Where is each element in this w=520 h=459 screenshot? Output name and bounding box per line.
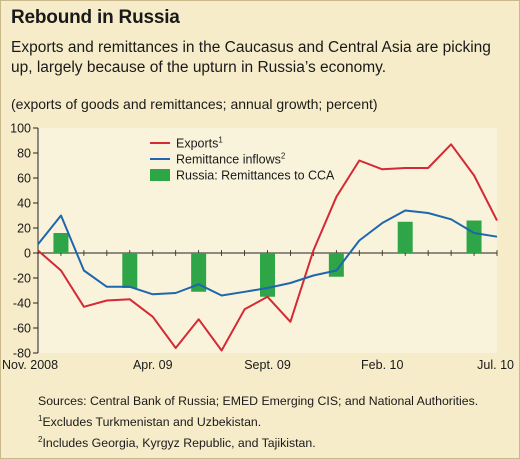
bar-remittances-to-cca xyxy=(191,253,207,292)
legend-label: Russia: Remittances to CCA xyxy=(176,169,335,183)
footnote-1: 1Excludes Turkmenistan and Uzbekistan. xyxy=(38,410,508,431)
x-tick-label: Sept. 09 xyxy=(244,358,291,372)
y-tick-label: -80 xyxy=(13,347,31,361)
y-tick-label: 40 xyxy=(17,197,31,211)
y-tick-label: -20 xyxy=(13,272,31,286)
legend-label: Remittance inflows2 xyxy=(176,152,286,167)
chart-title: Rebound in Russia xyxy=(11,7,180,28)
chart-subtitle: Exports and remittances in the Caucasus … xyxy=(11,39,491,76)
sources-block: Sources: Central Bank of Russia; EMED Em… xyxy=(38,393,508,452)
y-tick-label: -40 xyxy=(13,297,31,311)
footnote-1-text: Excludes Turkmenistan and Uzbekistan. xyxy=(42,415,262,430)
sources-line: Sources: Central Bank of Russia; EMED Em… xyxy=(38,394,479,408)
bar-remittances-to-cca xyxy=(53,233,69,253)
footnote-2: 2Includes Georgia, Kyrgyz Republic, and … xyxy=(38,431,508,452)
bar-remittances-to-cca xyxy=(397,221,413,253)
footnote-2-text: Includes Georgia, Kyrgyz Republic, and T… xyxy=(42,436,316,451)
footnote-2-mark: 2 xyxy=(38,435,43,445)
x-tick-label: Nov. 2008 xyxy=(2,358,58,372)
unit-note: (exports of goods and remittances; annua… xyxy=(11,96,378,112)
y-tick-label: 100 xyxy=(10,122,31,136)
remittance-inflows-line xyxy=(37,209,498,297)
x-tick-label: Jul. 10 xyxy=(477,358,514,372)
bar-remittances-to-cca xyxy=(260,253,275,297)
x-tick-label: Feb. 10 xyxy=(361,358,403,372)
y-tick-label: -60 xyxy=(13,322,31,336)
bar-remittances-to-cca xyxy=(122,253,138,288)
x-tick-label: Apr. 09 xyxy=(133,358,173,372)
y-tick-label: 60 xyxy=(17,172,31,186)
y-tick-label: 80 xyxy=(17,147,31,161)
footnote-1-mark: 1 xyxy=(38,414,43,423)
legend-label: Exports1 xyxy=(176,136,223,151)
exports-line xyxy=(37,143,498,352)
y-tick-label: 20 xyxy=(17,222,31,236)
plot-area xyxy=(38,128,497,353)
y-tick-label: 0 xyxy=(24,247,31,261)
bar-remittances-to-cca xyxy=(466,220,482,253)
legend-swatch-bars xyxy=(150,169,170,181)
